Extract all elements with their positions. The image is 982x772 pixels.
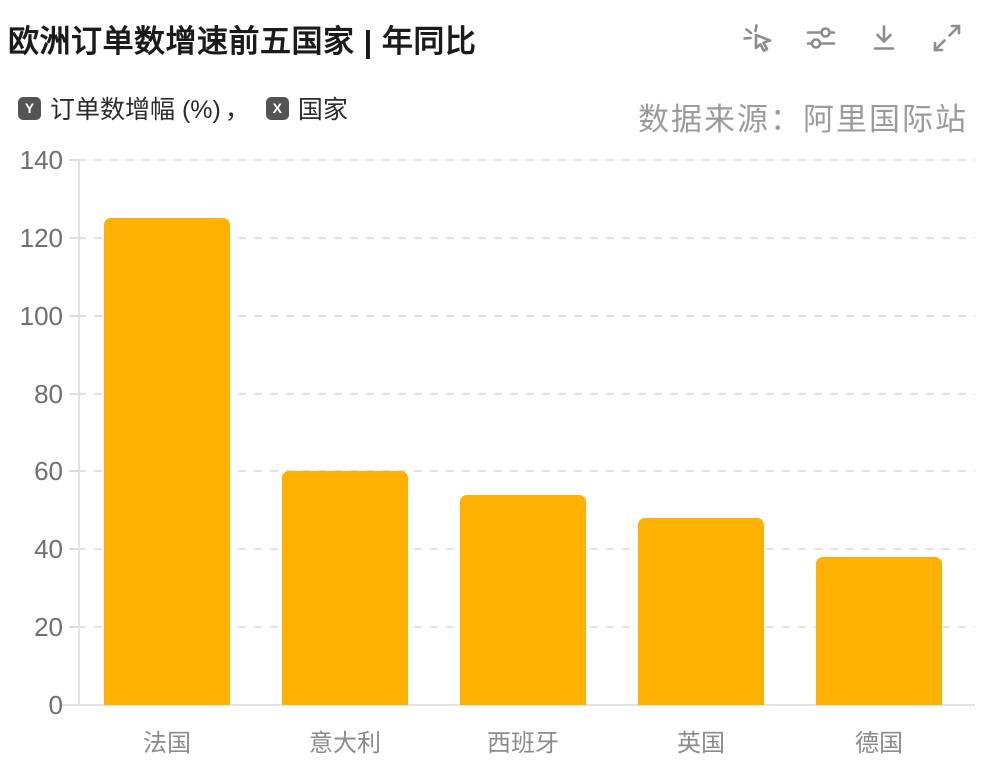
x-axis-label: 意大利 <box>309 730 381 757</box>
y-tickmark <box>69 392 78 395</box>
y-gridline <box>78 159 975 161</box>
y-gridline <box>78 314 975 317</box>
x-axis-label: 西班牙 <box>487 730 559 757</box>
chart-title: 欧洲订单数增速前五国家 | 年同比 <box>8 24 477 59</box>
axis-legend: Y 订单数增幅 (%) ， X 国家 <box>18 90 348 126</box>
sliders-icon <box>806 27 836 49</box>
y-axis-line <box>78 160 80 705</box>
y-gridline <box>78 236 975 239</box>
y-gridline <box>78 470 975 473</box>
y-tick-label: 120 <box>19 222 63 253</box>
x-axis-label: 英国 <box>677 730 725 757</box>
toolbar <box>742 22 963 54</box>
bar-意大利[interactable] <box>282 471 408 705</box>
bar-法国[interactable] <box>104 218 230 705</box>
x-axis-badge: X <box>265 96 289 120</box>
legend-separator: ， <box>224 96 250 124</box>
y-tickmark <box>69 626 78 629</box>
x-axis-label: 法国 <box>143 730 191 757</box>
bar-chart: 0 20 40 60 80 100 120 140 法国 意大利 西班牙 英国 德国 <box>0 145 982 772</box>
bar-德国[interactable] <box>816 557 942 705</box>
y-axis-name: 订单数增幅 (%) <box>50 96 221 124</box>
y-tick-label: 80 <box>34 378 63 409</box>
x-axis-label: 德国 <box>855 730 903 757</box>
y-tickmark <box>69 470 78 473</box>
y-tickmark <box>69 159 78 161</box>
y-tickmark <box>69 314 78 317</box>
bar-英国[interactable] <box>638 518 764 705</box>
interactive-cursor-button[interactable] <box>742 22 774 54</box>
download-button[interactable] <box>868 22 900 54</box>
y-tick-label: 60 <box>34 456 63 487</box>
data-source: 数据来源：阿里国际站 <box>638 102 968 137</box>
y-gridline <box>78 392 975 395</box>
y-tick-label: 20 <box>34 612 63 643</box>
expand-icon <box>933 24 961 52</box>
y-tick-label: 100 <box>19 300 63 331</box>
y-tick-label: 0 <box>48 690 63 720</box>
bar-西班牙[interactable] <box>460 494 586 705</box>
y-tick-label: 140 <box>19 145 63 175</box>
y-tick-label: 40 <box>34 534 63 565</box>
x-axis-line <box>62 704 975 706</box>
y-axis-badge: Y <box>18 96 41 120</box>
download-icon <box>873 25 895 50</box>
x-axis-name: 国家 <box>297 96 348 124</box>
y-tickmark <box>69 236 78 239</box>
click-spark-icon <box>743 24 772 52</box>
y-tickmark <box>69 548 78 551</box>
chart-settings-button[interactable] <box>805 22 837 54</box>
fullscreen-button[interactable] <box>931 22 963 54</box>
